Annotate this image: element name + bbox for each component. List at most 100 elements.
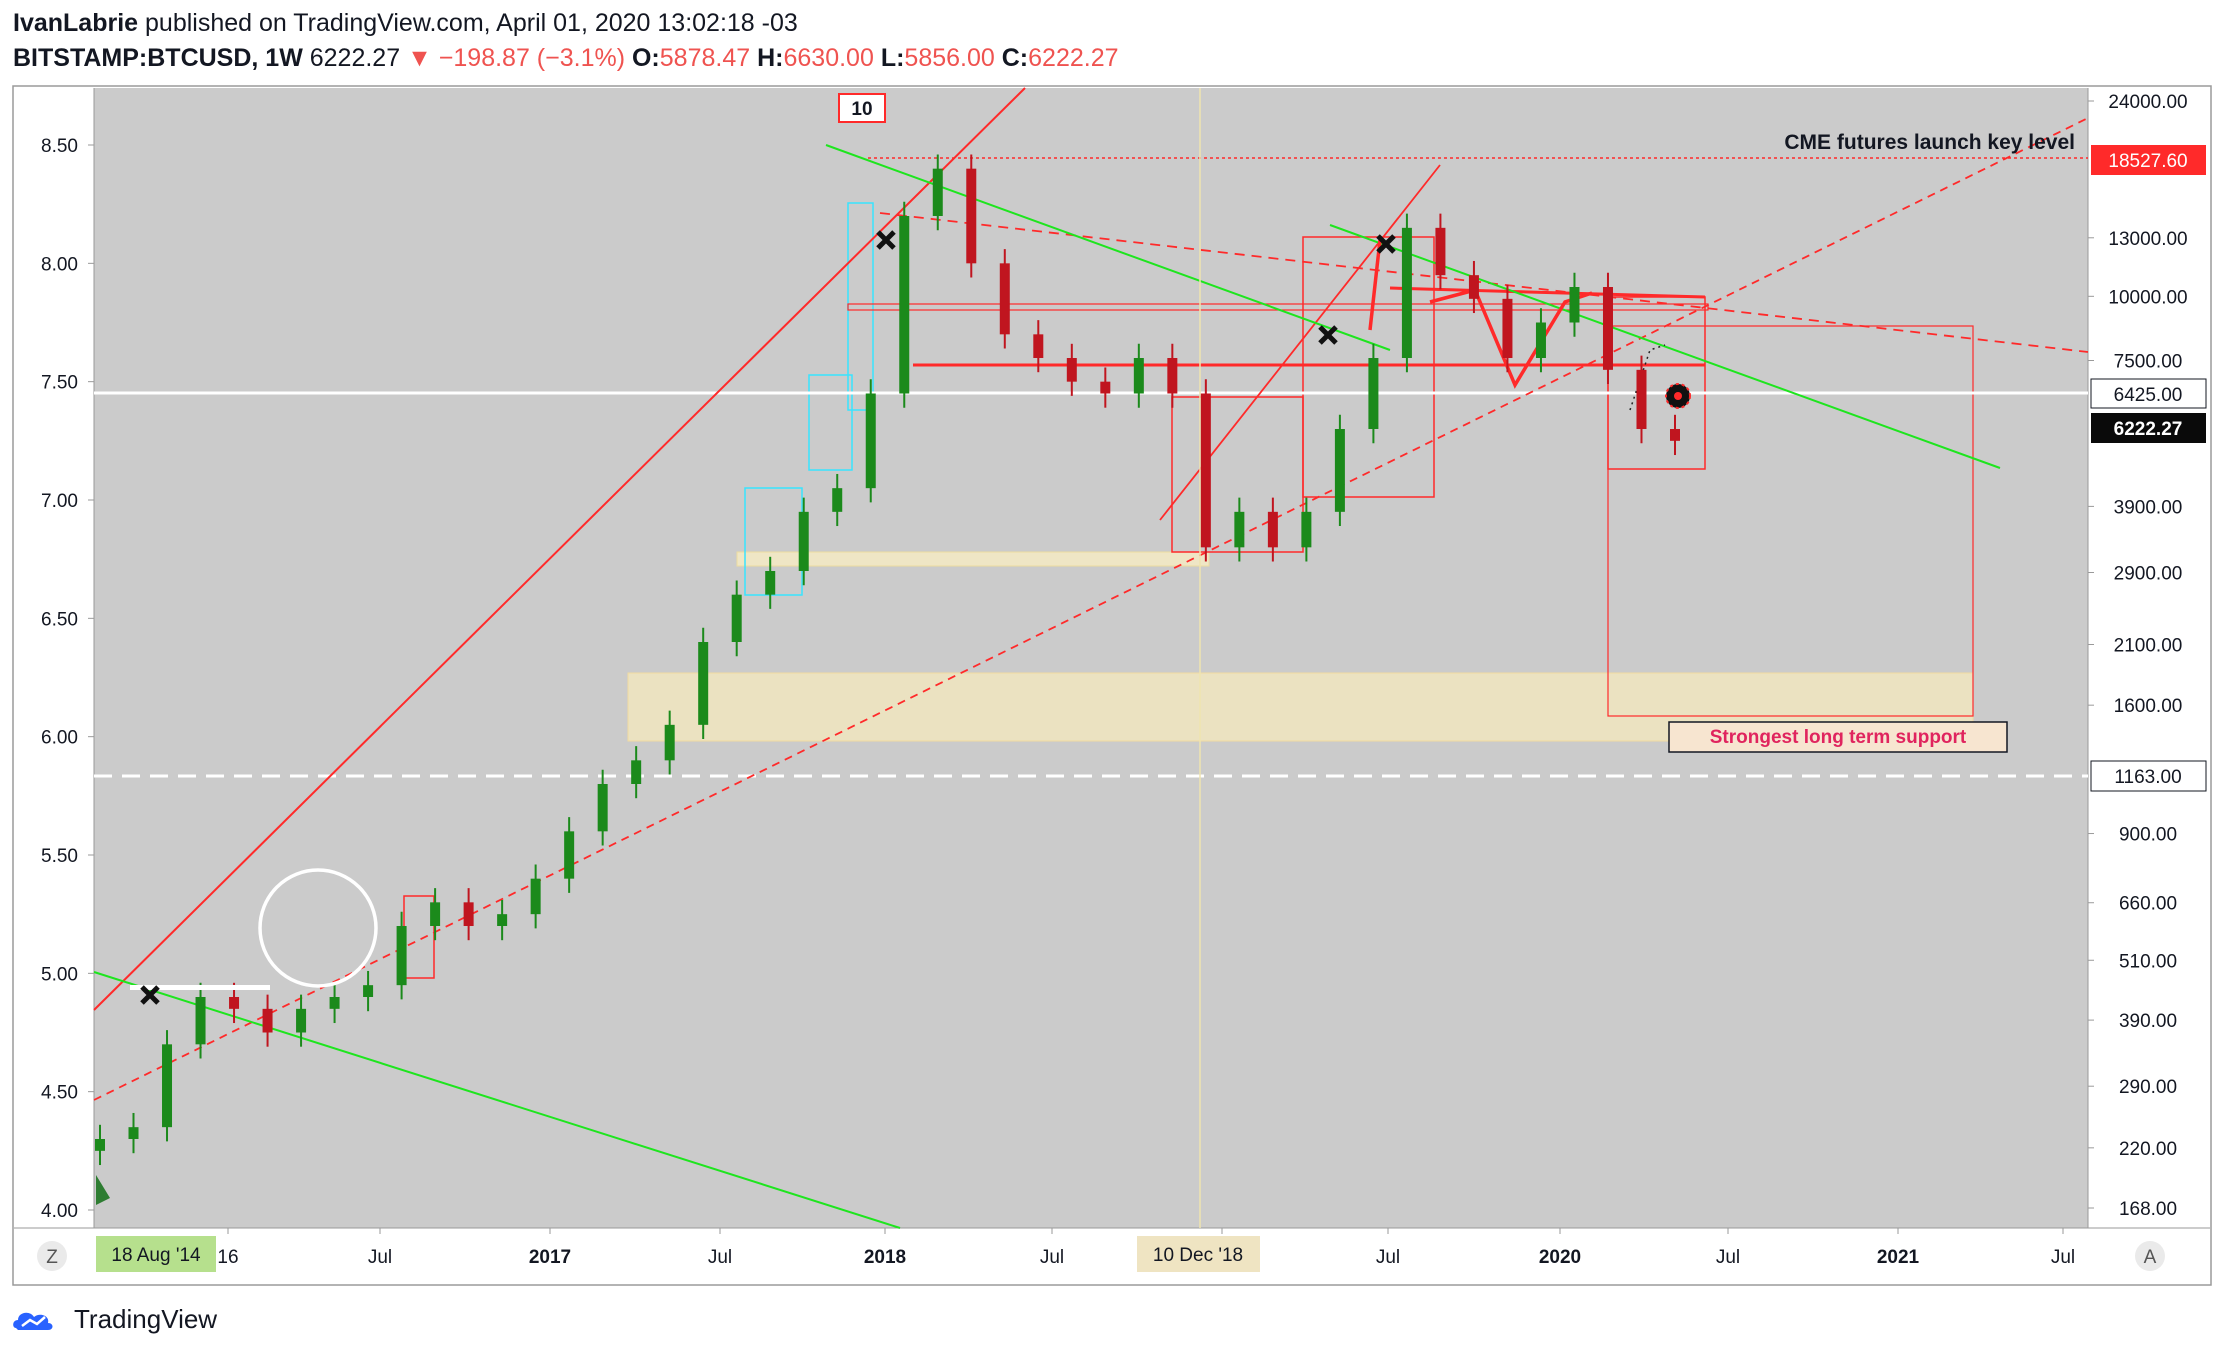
candle-body [832,488,843,512]
svg-text:6222.27: 6222.27 [2114,419,2183,440]
down-arrow-icon: ▼ [407,44,432,72]
candle-body [1033,334,1044,358]
white-consolidation-bar [130,985,270,990]
candle-body [430,902,441,926]
author-name[interactable]: IvanLabrie [13,9,139,37]
red-trendline-2015 [93,87,1026,1011]
candle-body [765,571,776,595]
burst-marker-icon [1665,383,1691,409]
candle-body [597,784,608,832]
right-axis-area[interactable] [2088,88,2210,1228]
left-tick-label: 7.50 [41,373,78,394]
white-circle-highlight [258,868,378,988]
high-value: 6630.00 [783,44,874,72]
right-tick-label: 900.00 [2119,825,2177,846]
svg-text:6425.00: 6425.00 [2114,385,2183,406]
left-tick-label: 4.00 [41,1201,78,1222]
symbol-label[interactable]: BITSTAMP:BTCUSD, 1W [13,44,303,72]
left-tick-label: 6.50 [41,609,78,630]
support-annotation: Strongest long term support [1710,727,1967,748]
candle-body [1267,511,1278,548]
auto-scale-button[interactable]: A [2135,1241,2165,1271]
time-tick-label: Jul [1040,1247,1064,1268]
candle-body [1670,429,1680,441]
candle-body [1200,393,1211,548]
right-tick-label: 1600.00 [2114,696,2183,717]
svg-text:10 Dec '18: 10 Dec '18 [1153,1245,1243,1266]
candle-body [999,263,1010,335]
svg-text:18 Aug '14: 18 Aug '14 [111,1245,201,1266]
red-dashed-support-trendline [93,117,2089,1101]
high-label: H: [757,44,784,72]
candle-body [899,216,910,394]
candle-body [1602,287,1613,370]
red-horizontal-level-2 [1389,286,1706,299]
left-tick-label: 6.00 [41,728,78,749]
brand-name: TradingView [74,1304,218,1334]
candle-body [497,914,508,926]
candle-body [530,878,541,915]
left-axis-area[interactable] [14,88,94,1228]
published-text: published on TradingView.com, April 01, … [145,9,798,37]
low-value: 5856.00 [904,44,995,72]
mid-support-zone [736,551,1210,567]
x-marker-icon [140,230,1396,1005]
right-tick-label: 3900.00 [2114,497,2183,518]
candle-body [1468,275,1479,299]
green-trendline-2015 [93,971,901,1229]
candle-body [631,760,642,784]
candle-body [1100,381,1111,394]
candle-body [932,168,943,216]
right-tick-label: 168.00 [2119,1199,2177,1220]
time-tick-label: 2021 [1877,1247,1920,1268]
right-tick-label: 24000.00 [2108,92,2187,113]
right-tick-label: 660.00 [2119,894,2177,915]
svg-text:1163.00: 1163.00 [2114,767,2181,788]
left-axis-ticks: 8.50 8.00 7.50 7.00 6.50 6.00 5.50 5.00 4.50 4.00 [41,136,94,1222]
time-tick-label: Jul [1716,1247,1740,1268]
candle-series [95,154,1680,1166]
log-scale-button[interactable]: Z [37,1241,67,1271]
candle-body [396,926,407,986]
candle-body [664,724,675,761]
right-tick-label: 2900.00 [2114,563,2183,584]
right-tick-label: 390.00 [2119,1011,2177,1032]
time-badge-crosshair: 10 Dec '18 [1137,1236,1260,1272]
candle-body [698,642,709,725]
candle-body [1569,287,1580,323]
green-arrow-icon [96,1175,110,1205]
candle-body [363,985,374,997]
time-tick-label: 16 [217,1247,238,1268]
left-tick-label: 8.50 [41,136,78,157]
candle-body [1167,358,1178,394]
left-tick-label: 5.50 [41,846,78,867]
support-annotation-box [1668,721,2008,753]
candle-body [463,902,474,926]
candle-body [564,831,575,879]
candle-body [95,1139,105,1151]
candle-body [229,997,240,1009]
close-label: C: [1001,44,1029,72]
plot-area[interactable] [94,88,2088,1228]
left-tick-label: 5.00 [41,964,78,985]
svg-text:A: A [2144,1247,2157,1268]
low-label: L: [880,44,905,72]
cyan-box-2 [808,374,853,471]
last-price: 6222.27 [309,44,401,72]
red-box-2019-rally [1302,236,1435,498]
label-10-box [838,93,886,123]
candle-body [1334,429,1345,512]
badge-1163: 1163.00 [2090,760,2207,792]
badge-6222: 6222.27 [2091,413,2206,443]
open-label: O: [631,44,660,72]
chart-canvas[interactable]: 10 CME futures launch key level Stronges… [0,0,2224,1300]
candle-body [731,594,742,642]
candle-body [296,1008,307,1033]
footer-brand[interactable]: TradingView [10,1304,217,1335]
arrow-to-ath [1368,239,1382,331]
right-tick-label: 2100.00 [2114,636,2183,657]
time-tick-label: Jul [708,1247,732,1268]
label-10-text: 10 [851,99,872,120]
tradingview-logo-icon [13,1312,53,1330]
close-value: 6222.27 [1028,44,1119,72]
